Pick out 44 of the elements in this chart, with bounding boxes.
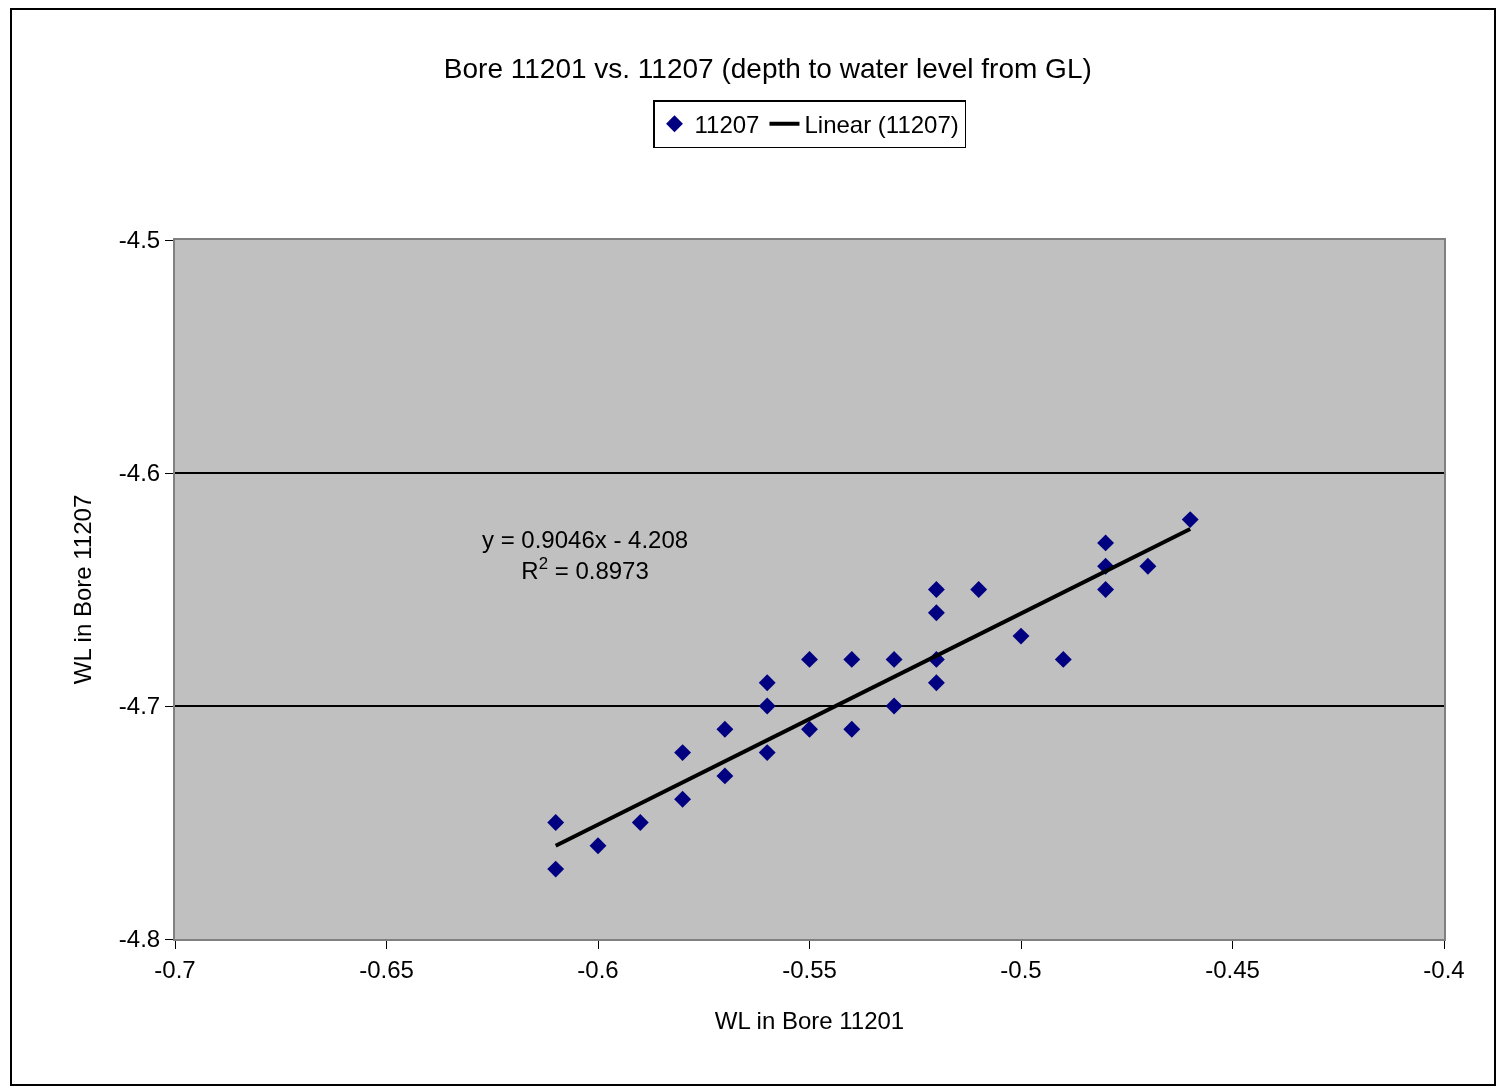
point bbox=[927, 581, 945, 598]
point bbox=[589, 837, 607, 855]
point bbox=[843, 720, 861, 738]
point bbox=[1181, 511, 1199, 529]
y-tick-label: -4.5 bbox=[118, 226, 161, 254]
point bbox=[970, 581, 988, 598]
point bbox=[758, 697, 776, 715]
y-tick-label: -4.8 bbox=[118, 925, 161, 953]
point bbox=[1097, 534, 1115, 552]
point bbox=[758, 674, 776, 692]
point bbox=[758, 744, 776, 762]
point bbox=[927, 674, 945, 692]
point bbox=[885, 650, 903, 668]
legend-label: Linear (11207) bbox=[804, 111, 959, 139]
x-tick-label: -0.7 bbox=[154, 955, 196, 983]
point bbox=[1097, 581, 1115, 598]
point bbox=[801, 720, 818, 738]
chart-title: Bore 11201 vs. 11207 (depth to water level from GL) bbox=[443, 52, 1092, 84]
point bbox=[801, 650, 818, 668]
y-tick-label: -4.7 bbox=[118, 692, 161, 720]
x-axis-title: WL in Bore 11201 bbox=[714, 1006, 905, 1034]
annotation: y = 0.9046x - 4.208 R$^{2}$ = 0.8973 bbox=[482, 526, 689, 585]
y-tick-label: -4.6 bbox=[118, 459, 161, 487]
x-tick-label: -0.45 bbox=[1205, 955, 1260, 983]
x-tick-label: -0.55 bbox=[782, 955, 837, 983]
x-tick-label: -0.6 bbox=[577, 955, 619, 983]
point bbox=[674, 744, 692, 762]
point bbox=[1012, 627, 1030, 645]
x-tick-label: -0.5 bbox=[1000, 955, 1042, 983]
y-axis-title: WL in Bore 11207 bbox=[69, 494, 97, 685]
point bbox=[1054, 650, 1072, 668]
legend-label: 11207 bbox=[694, 111, 760, 139]
point bbox=[927, 604, 945, 622]
point bbox=[716, 720, 734, 738]
x-tick-label: -0.65 bbox=[359, 955, 414, 983]
point bbox=[1139, 557, 1157, 575]
point bbox=[885, 697, 903, 715]
point bbox=[674, 790, 692, 808]
point bbox=[843, 650, 861, 668]
point bbox=[631, 814, 649, 831]
point bbox=[547, 814, 565, 831]
point bbox=[716, 767, 734, 785]
point bbox=[547, 860, 565, 878]
x-tick-label: -0.4 bbox=[1423, 955, 1465, 983]
